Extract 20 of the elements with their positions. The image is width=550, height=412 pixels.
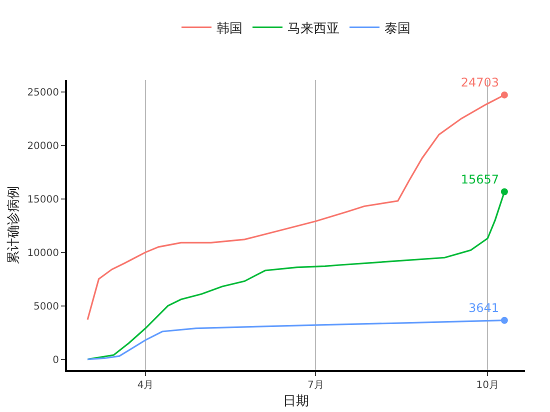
legend-label: 韩国 xyxy=(216,21,242,36)
y-tick-label: 10000 xyxy=(27,248,59,259)
data-label: 3641 xyxy=(468,300,500,315)
data-label: 15657 xyxy=(460,172,500,186)
y-axis-title: 累计确诊病例 xyxy=(6,186,22,264)
y-tick-label: 5000 xyxy=(34,301,59,312)
point xyxy=(500,316,508,324)
data-label: 24703 xyxy=(460,76,500,90)
x-tick-label: 4月 xyxy=(137,380,154,391)
y-tick-label: 15000 xyxy=(27,194,59,206)
point xyxy=(500,91,508,98)
y-tick-label: 20000 xyxy=(27,140,59,152)
point xyxy=(500,188,508,196)
x-tick-label: 7月 xyxy=(307,380,324,391)
x-tick-label: 10月 xyxy=(476,380,499,391)
legend-label: 马来西亚 xyxy=(288,21,340,36)
x-axis-title: 日期 xyxy=(283,394,309,410)
y-tick-label: 25000 xyxy=(27,87,59,98)
y-tick-label: 0 xyxy=(52,354,59,366)
legend-label: 泰国 xyxy=(384,21,410,36)
